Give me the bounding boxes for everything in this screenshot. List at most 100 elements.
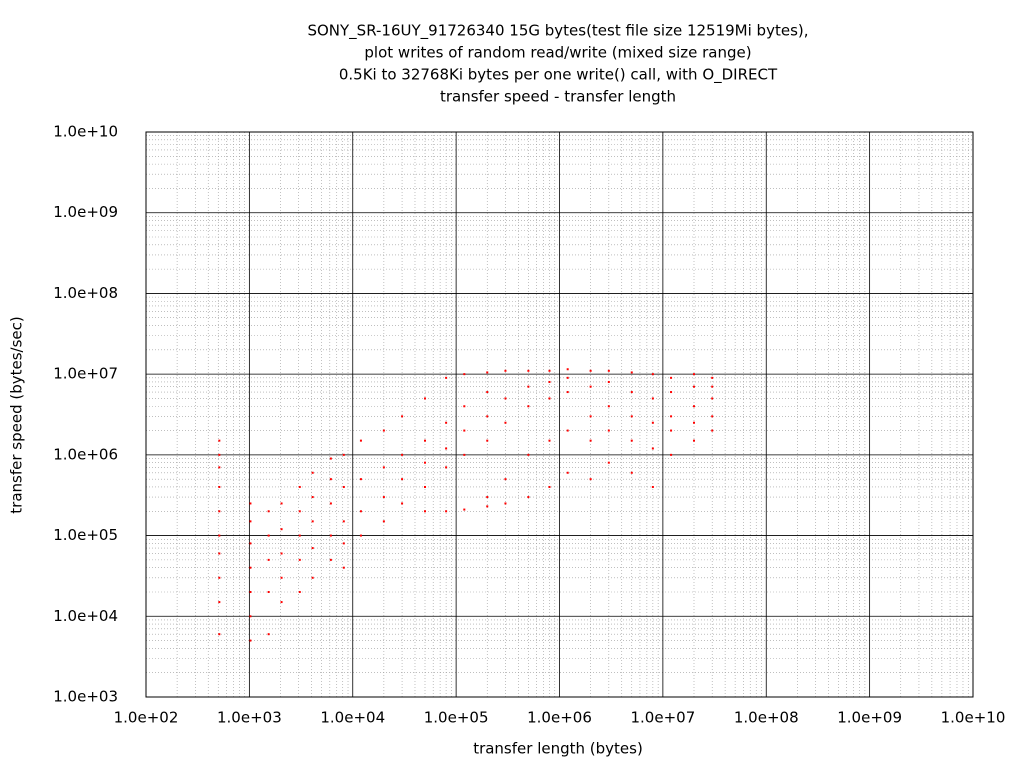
point xyxy=(311,520,314,523)
point xyxy=(218,485,221,488)
point xyxy=(342,520,345,523)
point xyxy=(548,439,551,442)
point xyxy=(218,453,221,456)
point xyxy=(311,547,314,550)
point xyxy=(280,552,283,555)
point xyxy=(692,373,695,376)
point xyxy=(218,633,221,636)
point xyxy=(607,380,610,383)
y-tick-label: 1.0e+03 xyxy=(53,688,118,706)
point xyxy=(249,615,252,618)
point xyxy=(486,391,489,394)
point xyxy=(651,485,654,488)
point xyxy=(607,461,610,464)
point xyxy=(651,373,654,376)
point xyxy=(249,502,252,505)
point xyxy=(382,520,385,523)
point xyxy=(218,510,221,513)
point xyxy=(401,453,404,456)
point xyxy=(329,457,332,460)
point xyxy=(249,639,252,642)
chart-title: 0.5Ki to 32768Ki bytes per one write() c… xyxy=(339,66,778,85)
point xyxy=(486,439,489,442)
point xyxy=(329,478,332,481)
point xyxy=(445,421,448,424)
point xyxy=(630,391,633,394)
point xyxy=(382,429,385,432)
point xyxy=(463,508,466,511)
point xyxy=(692,439,695,442)
point xyxy=(267,534,270,537)
y-tick-label: 1.0e+07 xyxy=(53,365,118,383)
point xyxy=(486,415,489,418)
point xyxy=(651,447,654,450)
point xyxy=(342,566,345,569)
point xyxy=(504,369,507,372)
point xyxy=(711,385,714,388)
point xyxy=(548,369,551,372)
chart-title: SONY_SR-16UY_91726340 15G bytes(test fil… xyxy=(307,22,808,41)
point xyxy=(298,590,301,593)
point xyxy=(589,415,592,418)
point xyxy=(424,461,427,464)
point xyxy=(280,528,283,531)
point xyxy=(692,405,695,408)
point xyxy=(651,421,654,424)
point xyxy=(463,429,466,432)
point xyxy=(463,453,466,456)
y-tick-label: 1.0e+09 xyxy=(53,203,118,221)
x-tick-label: 1.0e+10 xyxy=(941,709,1006,727)
point xyxy=(711,429,714,432)
point xyxy=(566,429,569,432)
point xyxy=(424,485,427,488)
point xyxy=(280,601,283,604)
point xyxy=(298,485,301,488)
point xyxy=(463,373,466,376)
point xyxy=(311,576,314,579)
point xyxy=(548,380,551,383)
point xyxy=(566,376,569,379)
point xyxy=(329,558,332,561)
point xyxy=(280,502,283,505)
point xyxy=(218,552,221,555)
point xyxy=(630,415,633,418)
point xyxy=(359,510,362,513)
point xyxy=(280,576,283,579)
x-tick-label: 1.0e+04 xyxy=(320,709,385,727)
point xyxy=(527,385,530,388)
point xyxy=(329,534,332,537)
point xyxy=(651,397,654,400)
point xyxy=(589,385,592,388)
point xyxy=(359,478,362,481)
point xyxy=(486,496,489,499)
point xyxy=(670,391,673,394)
point xyxy=(267,558,270,561)
point xyxy=(218,439,221,442)
point xyxy=(504,421,507,424)
point xyxy=(424,439,427,442)
point xyxy=(692,385,695,388)
point xyxy=(504,478,507,481)
point xyxy=(607,405,610,408)
point xyxy=(463,405,466,408)
point xyxy=(359,439,362,442)
point xyxy=(711,376,714,379)
point xyxy=(670,453,673,456)
point xyxy=(548,485,551,488)
y-tick-label: 1.0e+10 xyxy=(53,123,118,141)
point xyxy=(527,453,530,456)
point xyxy=(692,421,695,424)
point xyxy=(711,415,714,418)
chart-title: plot writes of random read/write (mixed … xyxy=(364,44,751,62)
point xyxy=(589,439,592,442)
point xyxy=(445,376,448,379)
point xyxy=(630,439,633,442)
point xyxy=(311,496,314,499)
point xyxy=(382,496,385,499)
point xyxy=(566,471,569,474)
point xyxy=(630,471,633,474)
point xyxy=(548,397,551,400)
point xyxy=(607,369,610,372)
point xyxy=(589,478,592,481)
point xyxy=(311,471,314,474)
